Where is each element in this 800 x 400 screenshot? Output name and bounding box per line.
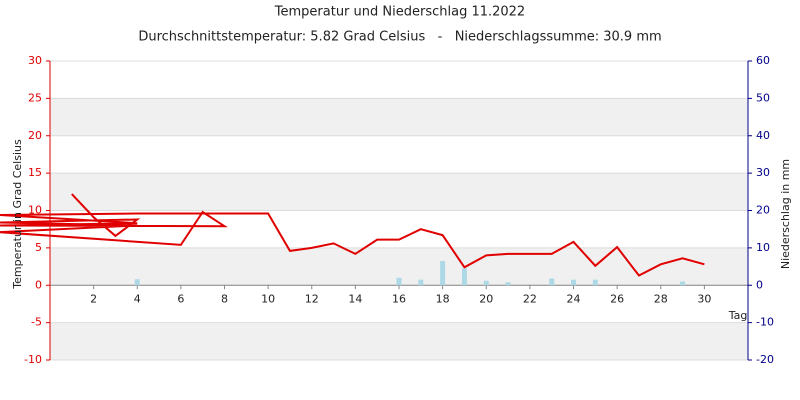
x-tick-label: 12 [305,292,319,305]
bar [505,282,511,286]
y2-tick-label: -20 [756,353,774,366]
grid-band [50,173,748,211]
bar [418,279,424,286]
x-tick-label: 6 [177,292,184,305]
bar [483,280,489,286]
x-tick-label: 2 [90,292,97,305]
y-tick-label: 10 [28,204,42,217]
grid-band [50,98,748,136]
x-tick-label: 26 [610,292,624,305]
y-axis-label: Temperatur in Grad Celsius [11,139,24,290]
y-tick-label: 30 [28,54,42,67]
x-tick-label: 14 [348,292,362,305]
x-tick-label: 8 [221,292,228,305]
x-tick-label: 4 [134,292,141,305]
y2-axis-label: Niederschlag in mm [779,159,792,269]
y-tick-label: 20 [28,129,42,142]
x-tick-label: 10 [261,292,275,305]
bar [680,281,686,286]
x-tick-label: 24 [567,292,581,305]
y-tick-label: -10 [24,353,42,366]
x-tick-label: 16 [392,292,406,305]
x-tick-label: 30 [697,292,711,305]
bar [571,279,576,286]
y-tick-label: 15 [28,166,42,179]
y2-tick-label: 40 [756,129,770,142]
y2-tick-label: 0 [756,278,763,291]
grid-band [50,322,748,360]
bar [592,279,598,286]
y-tick-label: -5 [31,316,42,329]
x-tick-label: 22 [523,292,537,305]
y2-tick-label: 10 [756,241,770,254]
x-tick-label: 20 [479,292,493,305]
chart-subtitle: Durchschnittstemperatur: 5.82 Grad Celsi… [138,30,661,45]
y2-tick-label: 50 [756,91,770,104]
x-axis-label: Tag [728,309,748,322]
bar [549,278,555,286]
chart-title: Temperatur und Niederschlag 11.2022 [274,5,525,20]
bar [396,277,402,286]
bar [134,279,140,286]
y2-tick-label: 20 [756,204,770,217]
x-tick-label: 18 [436,292,450,305]
y-tick-label: 25 [28,91,42,104]
y-tick-label: 5 [35,241,42,254]
x-tick-label: 28 [654,292,668,305]
y2-tick-label: 60 [756,54,770,67]
bar [440,260,446,286]
y2-tick-label: 30 [756,166,770,179]
y2-tick-label: -10 [756,316,774,329]
temperature-line [0,193,705,277]
bar [461,268,467,286]
y-tick-label: 0 [35,278,42,291]
